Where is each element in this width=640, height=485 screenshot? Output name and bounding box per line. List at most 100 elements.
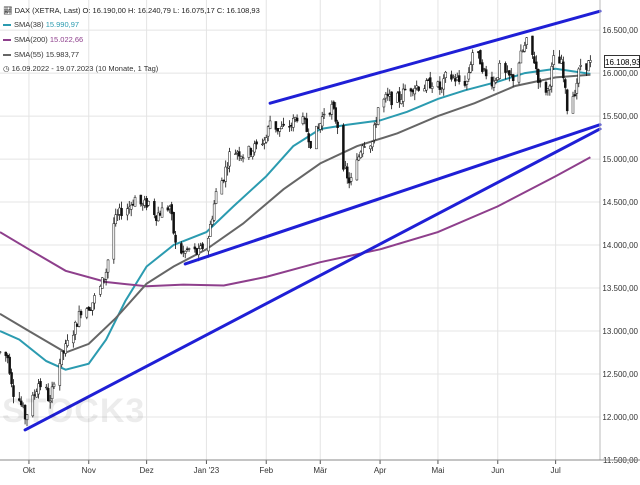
candle-body xyxy=(417,86,420,91)
candle-body xyxy=(330,104,334,115)
y-tick-label: 15.000,00 xyxy=(602,155,638,164)
candle-body xyxy=(6,354,9,359)
candle-body xyxy=(390,91,393,106)
legend-label: SMA(200) xyxy=(14,35,48,44)
candle-body xyxy=(465,80,469,85)
legend-label: SMA(38) xyxy=(14,20,44,29)
candle-body xyxy=(201,243,204,249)
candle-body xyxy=(101,277,104,289)
candle-body xyxy=(535,61,538,70)
candle-body xyxy=(295,117,299,122)
candle-body xyxy=(170,204,173,215)
sma-line xyxy=(0,73,591,354)
candle-body xyxy=(114,214,118,225)
trendline xyxy=(23,127,602,432)
legend-value: 15.983,77 xyxy=(45,50,80,59)
candle-body xyxy=(315,125,318,150)
candle-body xyxy=(187,248,191,250)
candle-body xyxy=(307,133,310,143)
trendline xyxy=(183,123,602,266)
y-tick-label: 16.500,00 xyxy=(602,26,638,35)
candle-body xyxy=(413,88,417,95)
candle-body xyxy=(18,398,21,401)
legend-sma38: SMA(38) 15.990,97 xyxy=(3,20,79,30)
x-tick-label: Jul xyxy=(551,466,561,475)
x-tick-label: Okt xyxy=(23,466,36,475)
candle-body xyxy=(575,83,579,94)
candle-body xyxy=(35,391,38,398)
candle-body xyxy=(319,123,322,130)
sma-line xyxy=(0,156,591,288)
legend-swatch xyxy=(3,24,11,27)
candle-body xyxy=(264,137,268,143)
candle-body xyxy=(291,117,295,128)
chart-header: 📈︎ DAX (XETRA, Last) O: 16.190,00 H: 16.… xyxy=(3,6,260,15)
candle-body xyxy=(498,62,501,79)
candle-body xyxy=(562,61,565,79)
candle-body xyxy=(349,177,353,182)
legend-swatch xyxy=(3,39,11,42)
candle-body xyxy=(8,356,11,374)
candle-body xyxy=(376,107,380,125)
y-tick-label: 16.000,00 xyxy=(602,69,638,78)
candle-body xyxy=(533,56,536,64)
candle-body xyxy=(12,385,15,397)
candle-body xyxy=(10,372,13,385)
candle-body xyxy=(4,351,8,356)
candle-body xyxy=(237,151,241,157)
candle-body xyxy=(538,80,542,83)
candle-body xyxy=(457,75,461,82)
candle-body xyxy=(147,200,150,206)
candle-body xyxy=(228,151,231,167)
candle-body xyxy=(116,214,119,216)
candle-body xyxy=(442,78,445,90)
candle-body xyxy=(58,363,62,386)
candle-body xyxy=(403,88,407,91)
date-range: ◷ 16.09.2022 - 19.07.2023 (10 Monate, 1 … xyxy=(3,64,158,74)
candle-body xyxy=(565,89,569,112)
candle-body xyxy=(126,208,129,216)
candle-body xyxy=(79,311,83,316)
candle-body xyxy=(0,351,2,353)
x-tick-label: Mär xyxy=(313,466,327,475)
candle-body xyxy=(430,86,434,89)
candle-body xyxy=(517,62,521,83)
candle-body xyxy=(573,94,577,96)
candle-body xyxy=(253,143,256,153)
candle-body xyxy=(174,234,177,243)
candle-body xyxy=(320,116,324,127)
candle-body xyxy=(428,77,432,89)
candle-body xyxy=(531,35,534,55)
x-tick-label: Nov xyxy=(82,466,96,475)
legend-swatch xyxy=(3,54,11,57)
legend-label: SMA(55) xyxy=(14,50,44,59)
candle-body xyxy=(282,123,285,126)
candle-body xyxy=(346,166,349,179)
candle-body xyxy=(210,218,214,225)
candle-body xyxy=(180,243,183,254)
candle-body xyxy=(425,80,428,91)
candle-body xyxy=(139,194,143,205)
y-tick-label: 13.500,00 xyxy=(602,284,638,293)
candle-body xyxy=(104,272,108,280)
candle-body xyxy=(571,96,575,114)
candle-body xyxy=(481,62,484,72)
candle-body xyxy=(332,101,336,109)
candle-body xyxy=(471,52,474,65)
candle-body xyxy=(85,308,89,318)
y-tick-label: 14.500,00 xyxy=(602,198,638,207)
candle-body xyxy=(72,334,75,344)
candle-body xyxy=(492,80,496,88)
moving-averages xyxy=(0,67,591,371)
candle-body xyxy=(548,85,552,91)
x-tick-label: Apr xyxy=(374,466,387,475)
candle-body xyxy=(172,212,175,234)
y-tick-label: 15.500,00 xyxy=(602,112,638,121)
candle-body xyxy=(224,166,227,182)
candle-body xyxy=(214,191,218,204)
candle-body xyxy=(261,143,264,146)
candle-body xyxy=(469,64,472,73)
candle-body xyxy=(322,113,326,116)
candle-body xyxy=(207,237,210,252)
candle-body xyxy=(280,126,283,129)
